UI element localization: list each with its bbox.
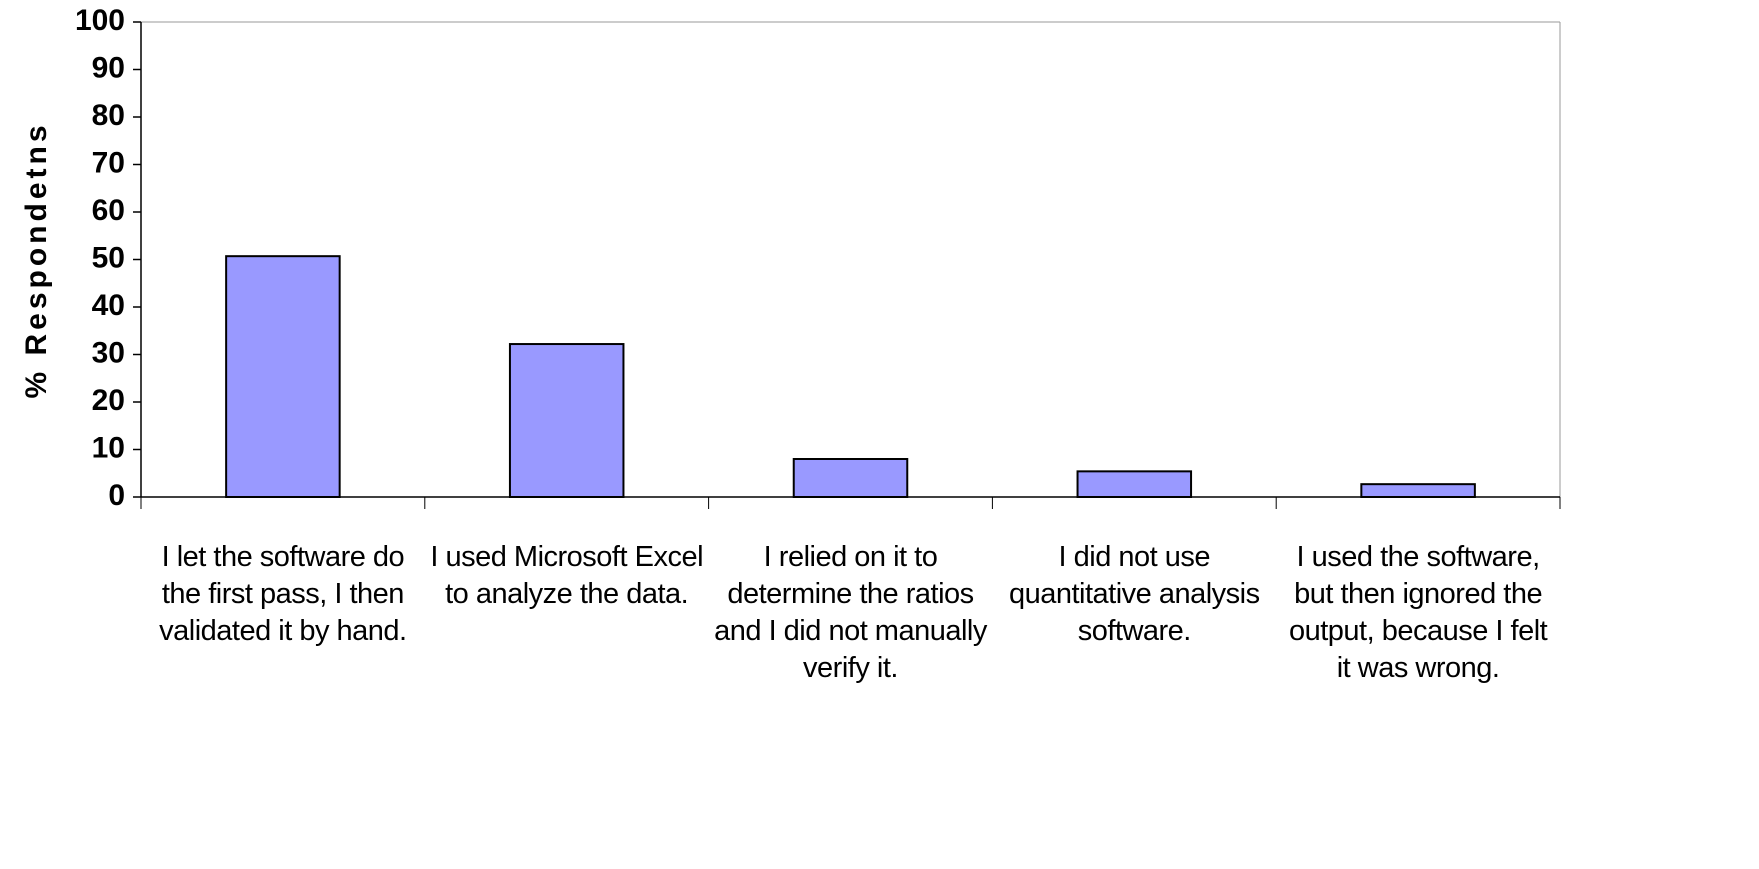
bar — [792, 458, 909, 498]
x-tick-label: I used Microsoft Excel to analyze the da… — [430, 541, 704, 610]
y-tick-label: 80 — [92, 99, 125, 132]
y-tick-label: 10 — [92, 431, 125, 464]
x-tick-label: I did not use quantitative analysis soft… — [1008, 541, 1260, 647]
y-tick-label: 90 — [92, 51, 125, 84]
x-tick-label: I used the software, but then ignored th… — [1288, 541, 1548, 684]
x-tick-label: I let the software do the first pass, I … — [159, 541, 407, 647]
y-tick-label: 0 — [108, 479, 125, 512]
bar — [508, 343, 625, 498]
bar — [1076, 470, 1193, 499]
y-tick-label: 30 — [92, 336, 125, 369]
y-axis-label: % Respondetns — [20, 121, 53, 398]
y-tick-label: 100 — [75, 4, 125, 37]
y-tick-label: 60 — [92, 194, 125, 227]
y-tick-label: 50 — [92, 241, 125, 274]
x-tick-label: I relied on it to determine the ratios a… — [714, 541, 987, 684]
y-tick-label: 20 — [92, 384, 125, 417]
y-tick-label: 40 — [92, 289, 125, 322]
y-tick-label: 70 — [92, 146, 125, 179]
bar — [1360, 483, 1476, 498]
bar — [225, 255, 341, 498]
